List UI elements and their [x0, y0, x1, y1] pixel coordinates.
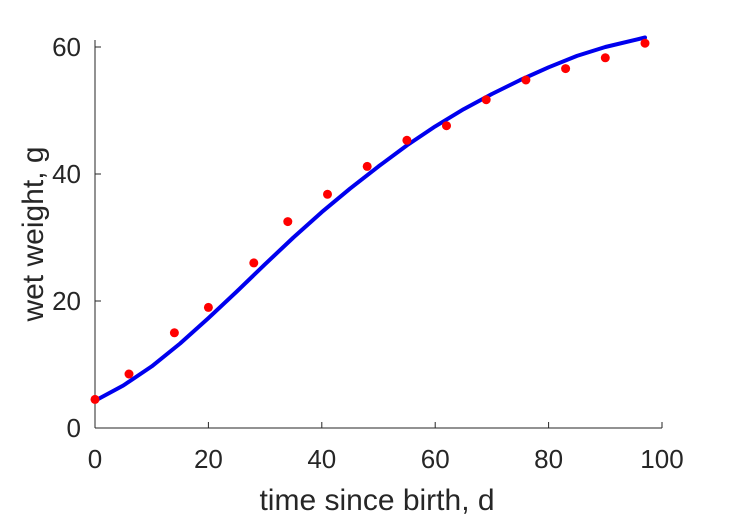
data-point: [249, 258, 259, 268]
y-ticks: 0 20 40 60: [52, 32, 101, 443]
data-point: [402, 135, 412, 145]
data-point: [124, 369, 134, 379]
data-point: [481, 95, 491, 105]
data-point: [442, 121, 451, 131]
data-point: [600, 53, 610, 63]
series-layer: [90, 35, 650, 404]
axes: [94, 40, 662, 429]
y-tick-label: 0: [67, 413, 81, 443]
fit-curve: [93, 35, 647, 403]
x-tick-label: 20: [194, 444, 223, 474]
y-tick-label: 20: [52, 286, 81, 316]
data-point: [640, 38, 650, 48]
x-axis-label: time since birth, d: [259, 484, 494, 517]
data-point: [323, 189, 332, 199]
data-point: [90, 394, 100, 404]
y-tick-label: 60: [52, 32, 81, 62]
data-point: [561, 64, 571, 74]
x-tick-label: 40: [307, 444, 336, 474]
x-tick-label: 0: [88, 444, 102, 474]
x-tick-label: 80: [534, 444, 563, 474]
data-point: [203, 302, 213, 312]
data-point: [283, 217, 293, 227]
y-axis-label: wet weight, g: [17, 146, 50, 322]
x-tick-label: 100: [640, 444, 683, 474]
y-tick-label: 40: [52, 159, 81, 189]
data-point: [169, 328, 179, 338]
x-ticks: 0 20 40 60 80 100: [88, 422, 684, 474]
data-point: [521, 75, 531, 85]
data-point: [362, 161, 372, 171]
x-tick-label: 60: [421, 444, 450, 474]
